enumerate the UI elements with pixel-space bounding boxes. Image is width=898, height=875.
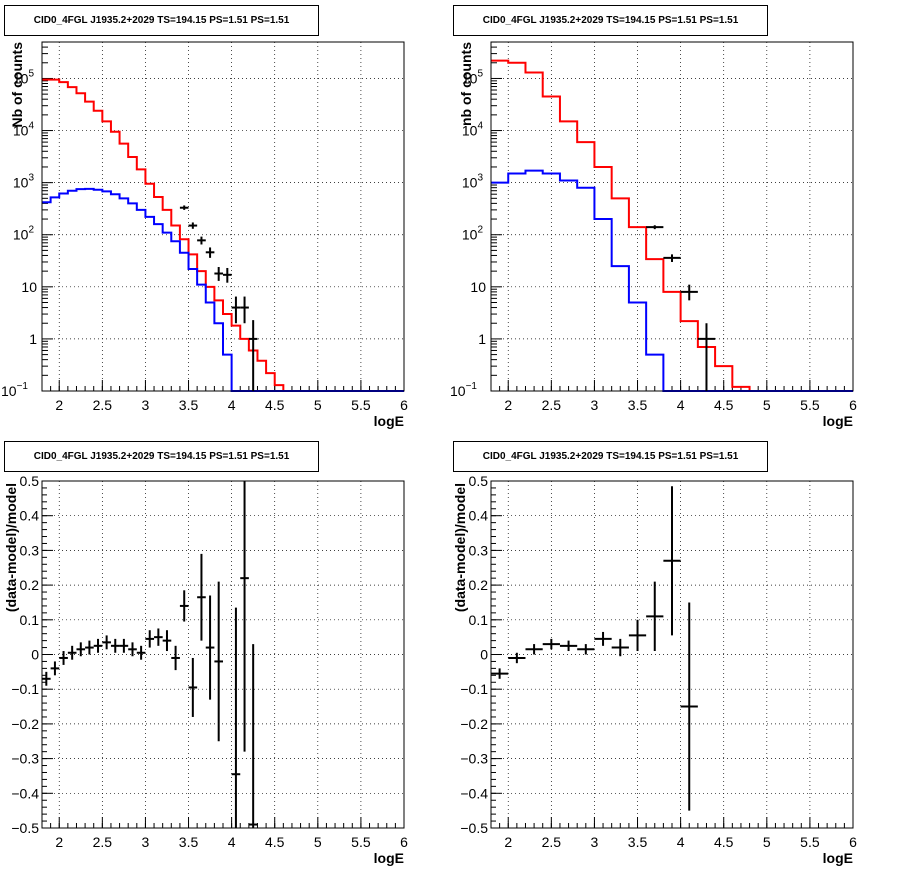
x-tick-label: 3.5 — [179, 834, 199, 850]
y-tick-label: 103 — [13, 173, 35, 191]
y-tick-label: −0.4 — [11, 785, 39, 801]
x-axis-label: logE — [823, 850, 853, 866]
x-tick-label: 5.5 — [351, 834, 371, 850]
x-tick-label: 5.5 — [800, 397, 820, 413]
y-tick-label: 0.5 — [20, 473, 40, 489]
x-tick-label: 3 — [142, 834, 150, 850]
x-tick-label: 3 — [591, 397, 599, 413]
y-tick-label: 1 — [29, 331, 37, 347]
y-tick-label: −0.4 — [460, 785, 488, 801]
panel-title: CID0_4FGL J1935.2+2029 TS=194.15 PS=1.51… — [453, 5, 768, 36]
y-tick-label: 0.1 — [469, 612, 489, 628]
x-axis-label: logE — [374, 413, 404, 429]
x-tick-label: 6 — [400, 397, 408, 413]
y-tick-label: 0.4 — [469, 508, 489, 524]
x-axis-label: logE — [823, 413, 853, 429]
y-tick-label: 0 — [31, 647, 39, 663]
x-tick-label: 6 — [400, 834, 408, 850]
x-tick-label: 3.5 — [628, 397, 648, 413]
x-tick-label: 2.5 — [93, 834, 113, 850]
y-axis-label: (data-model)/model — [452, 483, 468, 612]
x-tick-label: 4 — [228, 834, 236, 850]
x-tick-label: 2.5 — [93, 397, 113, 413]
y-tick-label: 0.3 — [20, 542, 40, 558]
x-tick-label: 4.5 — [265, 834, 285, 850]
y-tick-label: 0.4 — [20, 508, 40, 524]
y-tick-label: 105 — [13, 68, 35, 86]
y-axis-label: nb of counts — [458, 42, 474, 126]
chart-counts-right: 10−1 1 10 102 103 104 105 2 2.5 3 3.5 4 4.5 5 5.5 6logE… — [450, 41, 857, 429]
y-tick-label: 104 — [462, 121, 484, 139]
x-tick-label: 6 — [849, 397, 857, 413]
panel-title: CID0_4FGL J1935.2+2029 TS=194.15 PS=1.51… — [4, 441, 319, 472]
x-tick-label: 5.5 — [351, 397, 371, 413]
y-tick-label: 104 — [13, 121, 35, 139]
plot-frame — [41, 41, 405, 392]
y-tick-label: 1 — [478, 331, 486, 347]
x-axis-label: logE — [374, 850, 404, 866]
y-tick-label: 0.5 — [469, 473, 489, 489]
y-tick-label: 105 — [462, 68, 484, 86]
histogram-series-model-total — [491, 59, 853, 392]
histogram-series-model-component — [491, 169, 853, 392]
x-tick-label: 4 — [228, 397, 236, 413]
y-tick-label: −0.5 — [460, 820, 488, 836]
y-axis-label: (data-model)/model — [3, 483, 19, 612]
panel-title: CID0_4FGL J1935.2+2029 TS=194.15 PS=1.51… — [4, 5, 319, 36]
y-tick-label: −0.5 — [11, 820, 39, 836]
y-tick-label: −0.2 — [460, 716, 488, 732]
panel-residual-right: −0.5 −0.4 −0.3 −0.2 −0.1 0 0.1 0.2 0.3 0.4 0.5 2 2.5… — [449, 437, 898, 875]
y-tick-label: 10−1 — [450, 381, 477, 399]
y-tick-label: 10−1 — [1, 381, 28, 399]
x-tick-label: 2 — [55, 834, 63, 850]
x-tick-label: 5 — [763, 397, 771, 413]
x-tick-label: 5.5 — [800, 834, 820, 850]
x-tick-label: 4.5 — [714, 397, 734, 413]
x-tick-label: 3 — [142, 397, 150, 413]
chart-residual-right: −0.5 −0.4 −0.3 −0.2 −0.1 0 0.1 0.2 0.3 0.4 0.5 2 2.5… — [452, 473, 857, 866]
x-tick-label: 5 — [763, 834, 771, 850]
x-tick-label: 3.5 — [179, 397, 199, 413]
panel-title: CID0_4FGL J1935.2+2029 TS=194.15 PS=1.51… — [453, 441, 768, 472]
x-tick-label: 4 — [677, 397, 685, 413]
y-axis-label: Nb of counts — [9, 42, 25, 128]
y-tick-label: 0.2 — [20, 577, 40, 593]
x-tick-label: 2 — [55, 397, 63, 413]
y-tick-label: −0.1 — [11, 681, 39, 697]
histogram-series-model-component — [42, 187, 404, 392]
x-tick-label: 5 — [314, 834, 322, 850]
y-tick-label: 10 — [21, 279, 37, 295]
y-tick-label: 0.3 — [469, 542, 489, 558]
x-tick-label: 2 — [504, 834, 512, 850]
panel-counts-right: 10−1 1 10 102 103 104 105 2 2.5 3 3.5 4 4.5 5 5.5 6 logE… — [449, 0, 898, 437]
x-tick-label: 2.5 — [542, 397, 562, 413]
x-tick-label: 4.5 — [265, 397, 285, 413]
chart-residual-left: −0.5 −0.4 −0.3 −0.2 −0.1 0 0.1 0.2 0.3 0.4 0.5 2 2.5… — [3, 473, 408, 866]
x-tick-label: 5 — [314, 397, 322, 413]
x-tick-label: 3 — [591, 834, 599, 850]
x-tick-label: 6 — [849, 834, 857, 850]
y-tick-label: −0.3 — [11, 751, 39, 767]
y-tick-label: 10 — [470, 279, 486, 295]
plot-frame — [490, 480, 854, 829]
y-tick-label: −0.2 — [11, 716, 39, 732]
y-tick-label: −0.1 — [460, 681, 488, 697]
chart-counts-left: 10−1 1 10 102 103 104 105 2 2.5 3 3.5 4 4.5 5 5.5 6logE… — [1, 41, 408, 429]
panel-residual-left: −0.5 −0.4 −0.3 −0.2 −0.1 0 0.1 0.2 0.3 0.4 0.5 2 2.5… — [0, 437, 449, 875]
y-tick-label: 0.1 — [20, 612, 40, 628]
y-tick-label: 0 — [480, 647, 488, 663]
x-tick-label: 4.5 — [714, 834, 734, 850]
y-tick-label: 102 — [462, 225, 484, 243]
x-tick-label: 2.5 — [542, 834, 562, 850]
y-tick-label: 0.2 — [469, 577, 489, 593]
panel-counts-left: 10−1 1 10 102 103 104 105 2 2.5 3 3.5 4 4.5 5 5.5 6 logE… — [0, 0, 449, 437]
plot-frame — [490, 41, 854, 392]
x-tick-label: 3.5 — [628, 834, 648, 850]
y-tick-label: −0.3 — [460, 751, 488, 767]
y-tick-label: 103 — [462, 173, 484, 191]
plot-frame — [41, 480, 405, 829]
y-tick-label: 102 — [13, 225, 35, 243]
x-tick-label: 4 — [677, 834, 685, 850]
x-tick-label: 2 — [504, 397, 512, 413]
